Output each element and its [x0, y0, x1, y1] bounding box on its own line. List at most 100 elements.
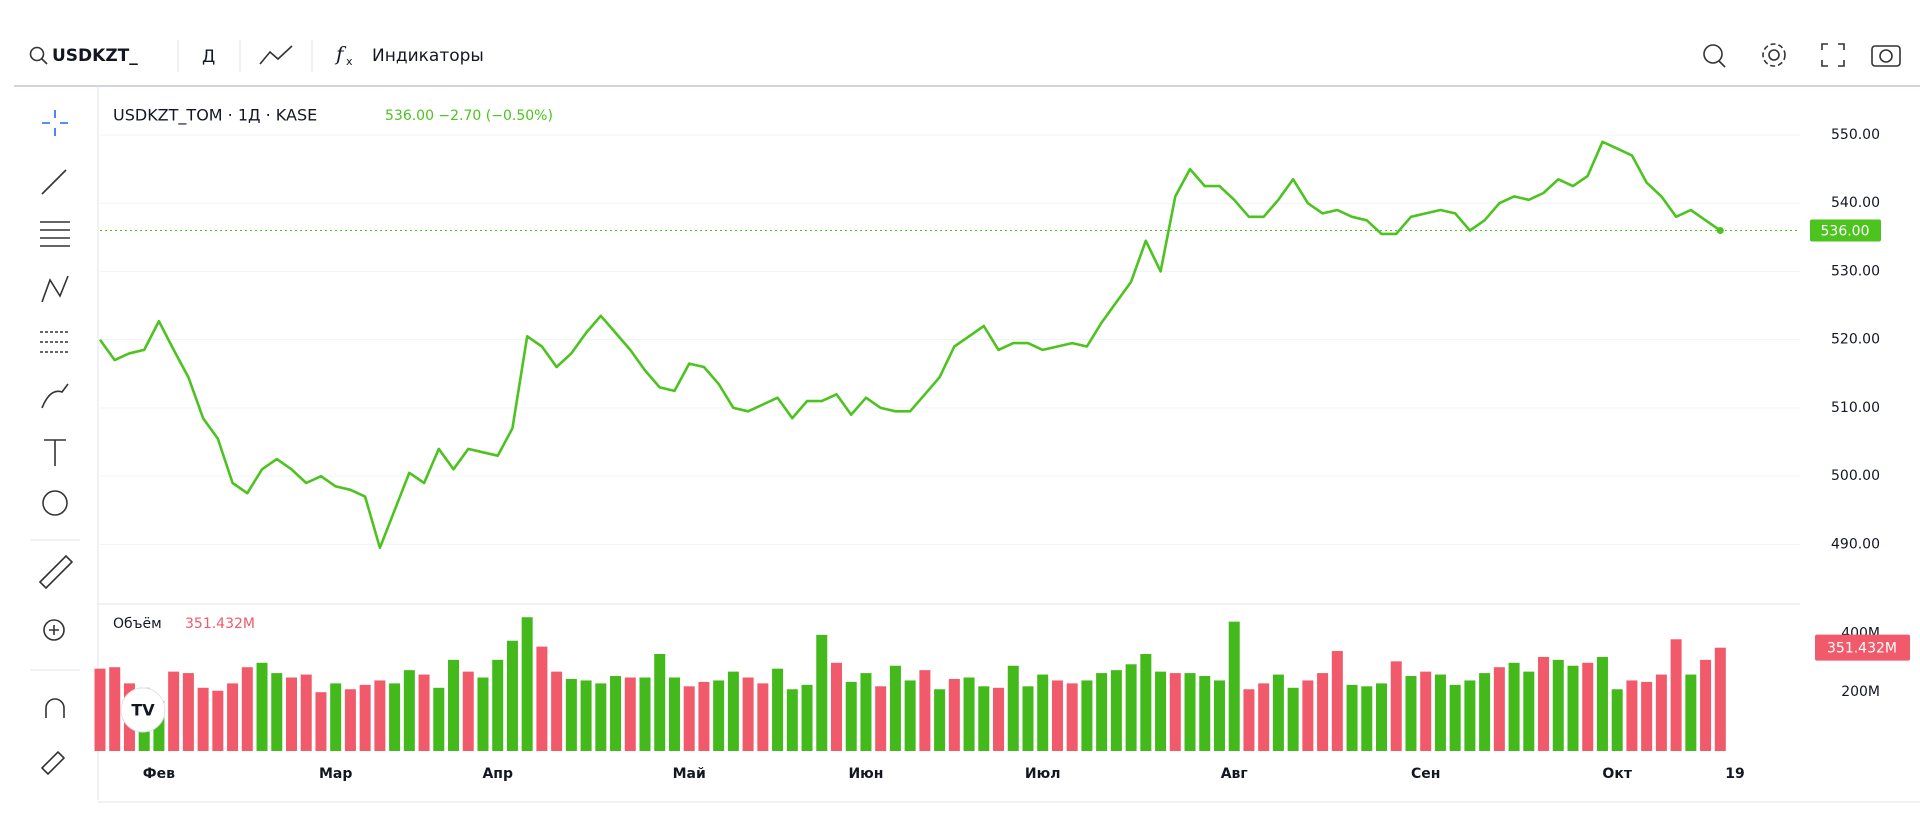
volume-bar — [300, 674, 312, 751]
volume-legend-title: Объём — [113, 616, 162, 632]
indicators-button[interactable]: Индикаторы — [372, 46, 484, 66]
volume-bar — [1243, 689, 1255, 751]
volume-bar — [1125, 664, 1137, 751]
volume-bar — [1258, 683, 1270, 751]
volume-bar — [845, 681, 857, 751]
volume-bar — [1714, 647, 1726, 751]
settings-button[interactable] — [1762, 43, 1786, 67]
volume-bar — [1110, 670, 1122, 751]
volume-bar — [1287, 687, 1299, 751]
volume-bar — [448, 659, 460, 751]
volume-bar — [831, 662, 842, 751]
volume-bar — [109, 667, 121, 751]
volume-bar — [256, 662, 268, 751]
chart-legend-quote: 536.00 −2.70 (−0.50%) — [385, 108, 553, 124]
volume-bar — [374, 680, 386, 751]
volume-bar — [1066, 683, 1078, 751]
ruler-tool[interactable] — [38, 554, 74, 590]
volume-bar — [344, 689, 356, 751]
crosshair-tool[interactable] — [42, 110, 68, 136]
y-tick-label: 510.00 — [1831, 400, 1880, 416]
y-tick-label: 530.00 — [1831, 263, 1880, 279]
emoji-tool[interactable] — [42, 490, 68, 516]
quick-search-button[interactable] — [1703, 44, 1726, 68]
fullscreen-button[interactable] — [1821, 43, 1845, 67]
volume-bar — [1420, 671, 1432, 751]
volume-bar — [506, 640, 518, 751]
search-icon[interactable] — [29, 46, 45, 62]
volume-bar — [1641, 681, 1653, 751]
volume-bar — [919, 670, 931, 751]
volume-bar — [580, 680, 592, 751]
volume-bar — [403, 670, 415, 751]
volume-bar — [315, 692, 327, 751]
volume-bar — [1096, 673, 1108, 751]
text-tool[interactable] — [44, 439, 66, 466]
volume-bar — [1700, 659, 1712, 751]
x-tick-label: Окт — [1602, 766, 1632, 782]
chart-legend-symbol: USDKZT_TOM · 1Д · KASE — [113, 106, 317, 126]
volume-bar — [904, 680, 916, 751]
volume-bar — [1493, 667, 1505, 751]
volume-bar — [433, 687, 445, 751]
volume-bar — [1538, 656, 1550, 751]
volume-bar — [683, 686, 695, 751]
lock-drawings-tool[interactable] — [40, 750, 66, 776]
volume-bar — [359, 684, 371, 751]
volume-bar — [227, 683, 239, 751]
volume-bar — [330, 683, 342, 751]
volume-bar — [418, 674, 430, 751]
trendline-tool[interactable] — [41, 169, 67, 195]
volume-bar — [492, 659, 504, 751]
volume-bar — [875, 686, 887, 751]
volume-bar — [948, 678, 960, 751]
y-tick-label: 500.00 — [1831, 468, 1880, 484]
volume-bar — [1361, 686, 1373, 751]
volume-bar — [1479, 673, 1491, 751]
volume-bar — [1155, 671, 1167, 751]
brush-tool[interactable] — [41, 383, 69, 409]
pattern-tool[interactable] — [41, 275, 69, 303]
volume-bar — [668, 677, 680, 751]
volume-bar — [624, 677, 636, 751]
volume-bar — [1331, 651, 1343, 751]
volume-bar — [654, 653, 666, 751]
volume-bar — [1626, 680, 1638, 751]
symbol-input[interactable]: USDKZT_ — [52, 46, 138, 66]
volume-bar — [1272, 674, 1284, 751]
volume-bar — [963, 677, 975, 751]
interval-button[interactable]: Д — [202, 47, 215, 67]
volume-bar — [477, 677, 489, 751]
chart-type-button[interactable] — [259, 45, 293, 65]
fib-tool[interactable] — [40, 221, 70, 247]
volume-bar — [1199, 676, 1211, 751]
volume-bar — [993, 687, 1005, 751]
volume-bar — [1567, 665, 1579, 751]
volume-bar — [1552, 659, 1564, 751]
volume-bar — [1081, 680, 1093, 751]
volume-bar — [521, 617, 533, 751]
volume-bar — [1184, 673, 1196, 751]
volume-bar — [1169, 673, 1181, 751]
volume-bar — [241, 667, 253, 751]
screenshot-button[interactable] — [1871, 45, 1901, 67]
volume-bar — [1007, 665, 1019, 751]
y-tick-label: 540.00 — [1831, 195, 1880, 211]
volume-bar — [1228, 621, 1240, 751]
zoom-tool[interactable] — [43, 619, 65, 641]
magnet-tool[interactable] — [45, 698, 65, 718]
x-tick-label: Мар — [319, 766, 352, 782]
volume-bar — [94, 668, 106, 751]
tv-logo: TV — [120, 687, 166, 733]
projection-tool[interactable] — [40, 331, 70, 353]
last-price-badge — [1810, 219, 1881, 242]
volume-bar — [1051, 680, 1063, 751]
x-tick-label: Июн — [848, 766, 883, 782]
y-tick-label: 520.00 — [1831, 332, 1880, 348]
y-tick-label: 490.00 — [1831, 536, 1880, 552]
volume-bar — [727, 671, 739, 751]
volume-bar — [1508, 662, 1520, 751]
x-tick-label: Фев — [143, 766, 175, 782]
x-tick-label: 19 — [1725, 766, 1744, 782]
